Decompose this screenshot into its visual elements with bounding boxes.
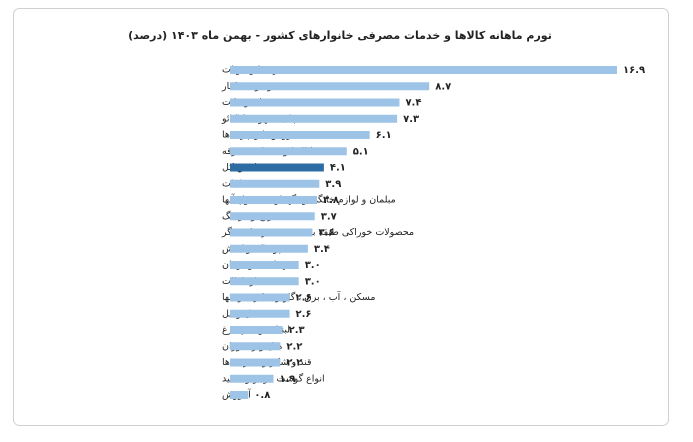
value-label: ۳.۰ bbox=[305, 276, 321, 287]
bar bbox=[230, 66, 617, 74]
bar bbox=[230, 196, 318, 204]
bar bbox=[230, 391, 249, 399]
value-label: ۳.۰ bbox=[305, 260, 321, 271]
value-label: ۳.۷ bbox=[321, 211, 337, 222]
value-label: ۲.۲ bbox=[286, 341, 302, 352]
bar bbox=[230, 212, 315, 221]
value-label: ۱۶.۹ bbox=[623, 65, 645, 76]
bar bbox=[230, 309, 290, 318]
bar bbox=[230, 326, 283, 334]
value-label: ۵.۱ bbox=[353, 146, 369, 157]
value-label: ۲.۶ bbox=[296, 293, 312, 304]
value-label: ۲.۶ bbox=[296, 309, 312, 320]
value-label: ۲.۲ bbox=[286, 358, 302, 369]
bar bbox=[230, 244, 308, 253]
bar bbox=[230, 277, 299, 286]
value-label: ۴.۱ bbox=[330, 163, 346, 174]
value-label: ۲.۳ bbox=[289, 325, 305, 336]
bar bbox=[230, 163, 324, 172]
value-label: ۱.۹ bbox=[280, 374, 296, 385]
chart-frame bbox=[13, 8, 669, 426]
value-label: ۳.۸ bbox=[323, 195, 339, 206]
chart-title: تورم ماهانه کالاها و خدمات مصرفی خانواره… bbox=[128, 29, 552, 42]
value-label: ۳.۴ bbox=[314, 244, 330, 255]
bar bbox=[230, 342, 281, 351]
bar bbox=[230, 228, 313, 237]
bar bbox=[230, 114, 398, 123]
bar bbox=[230, 179, 320, 188]
value-label: ۳.۶ bbox=[318, 228, 334, 239]
bar bbox=[230, 293, 290, 302]
value-label: ۷.۳ bbox=[403, 114, 419, 125]
value-label: ۸.۷ bbox=[435, 81, 451, 92]
value-label: ۶.۱ bbox=[376, 130, 392, 141]
bar bbox=[230, 82, 430, 91]
value-label: ۳.۹ bbox=[325, 179, 341, 190]
bar bbox=[230, 261, 299, 269]
bar bbox=[230, 374, 274, 383]
bar bbox=[230, 147, 347, 156]
value-label: ۰.۸ bbox=[254, 390, 270, 401]
bar bbox=[230, 131, 370, 139]
value-label: ۷.۴ bbox=[405, 98, 421, 109]
bar bbox=[230, 358, 281, 367]
bar bbox=[230, 98, 400, 107]
